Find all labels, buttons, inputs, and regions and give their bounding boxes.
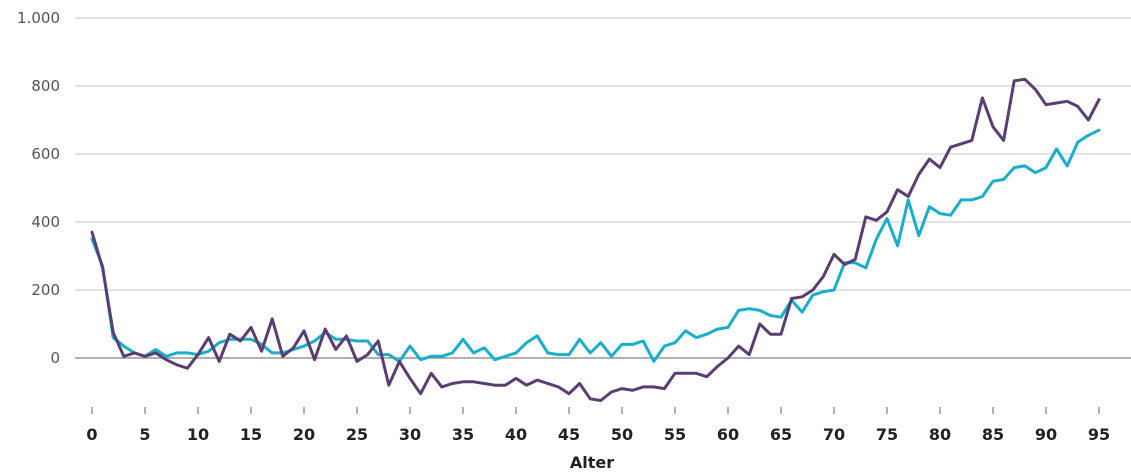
x-axis-ticks: 0 5 10 15 20 25 30 35 40 45 50 55 60 65 70 75 80 85 90 95 bbox=[86, 407, 1110, 444]
gridlines bbox=[75, 17, 1131, 359]
x-tick-label: 70 bbox=[823, 425, 845, 444]
series-line-1 bbox=[90, 128, 1101, 363]
x-tick-label: 45 bbox=[558, 425, 580, 444]
x-tick-label: 65 bbox=[770, 425, 792, 444]
x-tick-label: 50 bbox=[611, 425, 633, 444]
series-line-2 bbox=[90, 77, 1101, 402]
x-tick-label: 90 bbox=[1035, 425, 1057, 444]
y-tick-label: 400 bbox=[31, 213, 60, 231]
x-tick-label: 0 bbox=[86, 425, 97, 444]
y-tick-label: 200 bbox=[31, 281, 60, 299]
y-tick-label: 600 bbox=[31, 145, 60, 163]
x-tick-label: 85 bbox=[982, 425, 1004, 444]
x-tick-label: 60 bbox=[717, 425, 739, 444]
x-tick-label: 30 bbox=[399, 425, 421, 444]
y-tick-label: 1.000 bbox=[17, 9, 60, 27]
y-tick-label: 0 bbox=[50, 349, 60, 367]
x-tick-label: 40 bbox=[505, 425, 527, 444]
x-tick-label: 5 bbox=[139, 425, 150, 444]
x-tick-label: 10 bbox=[187, 425, 209, 444]
y-axis-ticks: 0 200 400 600 800 1.000 bbox=[17, 9, 60, 367]
x-tick-label: 55 bbox=[664, 425, 686, 444]
x-tick-label: 80 bbox=[929, 425, 951, 444]
x-axis-label: Alter bbox=[570, 453, 614, 472]
x-tick-label: 35 bbox=[452, 425, 474, 444]
x-tick-label: 20 bbox=[293, 425, 315, 444]
x-tick-label: 15 bbox=[240, 425, 262, 444]
x-tick-label: 95 bbox=[1088, 425, 1110, 444]
y-tick-label: 800 bbox=[31, 77, 60, 95]
series-lines bbox=[90, 77, 1101, 402]
x-tick-label: 75 bbox=[876, 425, 898, 444]
x-tick-label: 25 bbox=[346, 425, 368, 444]
